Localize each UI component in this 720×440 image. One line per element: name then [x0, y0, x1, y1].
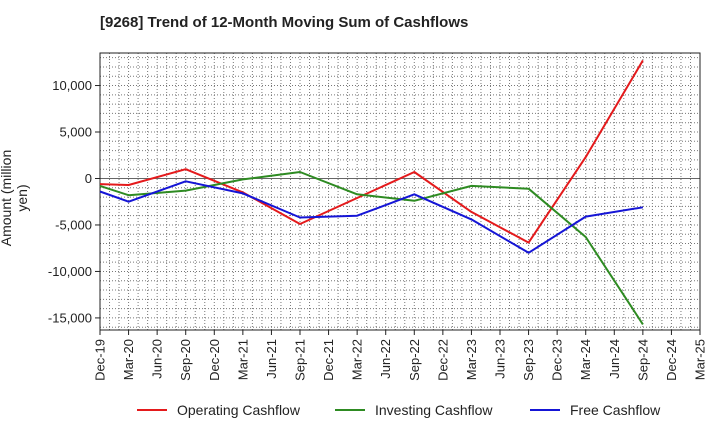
legend-swatch-investing	[335, 409, 365, 411]
chart-title: [9268] Trend of 12-Month Moving Sum of C…	[100, 14, 469, 31]
x-tick-label: Sep-20	[178, 339, 193, 381]
x-tick-label: Mar-20	[121, 339, 136, 380]
legend-item-investing: Investing Cashflow	[335, 402, 493, 418]
legend-label-free: Free Cashflow	[570, 402, 661, 418]
series-lines	[99, 59, 644, 325]
x-tick-label: Dec-24	[664, 339, 679, 381]
y-tick-label: -15,000	[48, 310, 92, 325]
x-tick-label: Sep-22	[407, 339, 422, 381]
series-line-operating-cashflow	[99, 59, 644, 244]
y-tick-label: -10,000	[48, 264, 92, 279]
legend-swatch-free	[530, 409, 560, 411]
x-tick-label: Jun-21	[264, 339, 279, 379]
x-tick-label: Jun-20	[150, 339, 165, 379]
x-tick-label: Dec-21	[321, 339, 336, 381]
x-tick-label: Jun-22	[378, 339, 393, 379]
x-tick-label: Mar-23	[464, 339, 479, 380]
y-tick-label: 0	[85, 171, 92, 186]
x-tick-label: Mar-25	[693, 339, 708, 380]
x-tick-label: Dec-22	[435, 339, 450, 381]
x-tick-labels: Dec-19 Mar-20 Jun-20 Sep-20 Dec-20 Mar-21 Jun-…	[93, 330, 708, 381]
x-tick-label: Dec-23	[550, 339, 565, 381]
legend-item-operating: Operating Cashflow	[137, 402, 300, 418]
y-tick-label: 5,000	[59, 125, 92, 140]
x-tick-label: Mar-24	[578, 339, 593, 380]
y-tick-label: -5,000	[55, 217, 92, 232]
x-tick-label: Dec-19	[93, 339, 108, 381]
legend: Operating Cashflow Investing Cashflow Fr…	[0, 402, 720, 426]
series-line-free-cashflow	[99, 180, 644, 254]
legend-label-investing: Investing Cashflow	[375, 402, 493, 418]
x-tick-label: Jun-23	[493, 339, 508, 379]
x-tick-label: Sep-24	[635, 339, 650, 381]
x-tick-label: Sep-21	[293, 339, 308, 381]
x-tick-label: Mar-22	[350, 339, 365, 380]
y-tick-labels: 10,000 5,000 0 -5,000 -10,000 -15,000	[48, 78, 100, 325]
series-line-investing-cashflow	[99, 171, 644, 325]
x-tick-label: Jun-24	[607, 339, 622, 379]
x-tick-label: Dec-20	[207, 339, 222, 381]
x-tick-label: Sep-23	[521, 339, 536, 381]
x-tick-label: Mar-21	[235, 339, 250, 380]
gridlines	[100, 53, 700, 330]
legend-swatch-operating	[137, 409, 167, 411]
legend-item-free: Free Cashflow	[530, 402, 660, 418]
y-tick-label: 10,000	[52, 78, 92, 93]
legend-label-operating: Operating Cashflow	[177, 402, 300, 418]
